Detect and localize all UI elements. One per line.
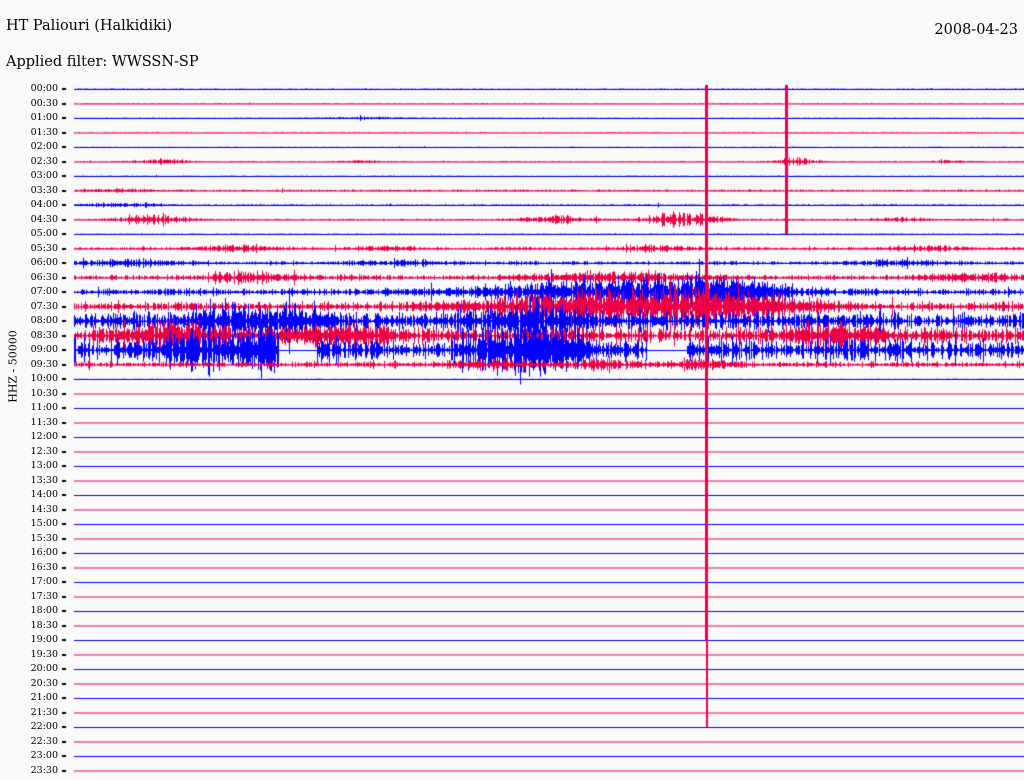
time-label-14-30: 14:30 — [30, 503, 58, 515]
time-label-22-30: 22:30 — [30, 735, 58, 747]
time-label-20-00: 20:00 — [30, 663, 58, 674]
time-label-12-00: 12:00 — [30, 431, 58, 442]
time-label-19-30: 19:30 — [30, 648, 58, 660]
time-label-03-30: 03:30 — [30, 184, 58, 196]
time-label-05-30: 05:30 — [30, 242, 58, 254]
time-label-09-30: 09:30 — [30, 358, 58, 370]
time-label-11-30: 11:30 — [30, 416, 58, 428]
time-label-08-30: 08:30 — [30, 329, 58, 341]
time-label-01-30: 01:30 — [30, 126, 58, 138]
time-label-12-30: 12:30 — [30, 445, 58, 457]
time-label-09-00: 09:00 — [30, 344, 58, 355]
time-label-04-00: 04:00 — [30, 199, 58, 210]
time-label-07-30: 07:30 — [30, 300, 58, 312]
time-label-16-30: 16:30 — [30, 561, 58, 573]
time-label-05-00: 05:00 — [30, 228, 58, 239]
time-label-10-30: 10:30 — [30, 387, 58, 399]
time-label-04-30: 04:30 — [30, 213, 58, 225]
time-label-21-30: 21:30 — [30, 706, 58, 718]
time-label-08-00: 08:00 — [30, 315, 58, 326]
time-label-19-00: 19:00 — [30, 634, 58, 645]
time-label-14-00: 14:00 — [30, 489, 58, 500]
time-label-03-00: 03:00 — [30, 170, 58, 181]
date-label: 2008-04-23 — [934, 22, 1018, 38]
time-label-17-00: 17:00 — [30, 576, 58, 587]
time-label-18-00: 18:00 — [30, 605, 58, 616]
time-label-02-30: 02:30 — [30, 155, 58, 167]
time-label-15-30: 15:30 — [30, 532, 58, 544]
time-label-06-00: 06:00 — [30, 257, 58, 268]
time-label-11-00: 11:00 — [30, 402, 58, 413]
station-title: HT Paliouri (Halkidiki) — [6, 18, 173, 34]
applied-filter-label: Applied filter: WWSSN-SP — [6, 54, 199, 70]
time-label-18-30: 18:30 — [30, 619, 58, 631]
time-label-17-30: 17:30 — [30, 590, 58, 602]
time-label-13-30: 13:30 — [30, 474, 58, 486]
time-label-16-00: 16:00 — [30, 547, 58, 558]
time-label-23-30: 23:30 — [30, 764, 58, 776]
time-label-10-00: 10:00 — [30, 373, 58, 384]
time-label-22-00: 22:00 — [30, 721, 58, 732]
time-label-23-00: 23:00 — [30, 750, 58, 761]
time-label-07-00: 07:00 — [30, 286, 58, 297]
time-label-15-00: 15:00 — [30, 518, 58, 529]
time-label-13-00: 13:00 — [30, 460, 58, 471]
time-label-06-30: 06:30 — [30, 271, 58, 283]
time-label-21-00: 21:00 — [30, 692, 58, 703]
time-label-02-00: 02:00 — [30, 141, 58, 152]
time-label-01-00: 01:00 — [30, 112, 58, 123]
time-label-00-30: 00:30 — [30, 97, 58, 109]
time-label-20-30: 20:30 — [30, 677, 58, 689]
time-label-00-00: 00:00 — [30, 83, 58, 94]
